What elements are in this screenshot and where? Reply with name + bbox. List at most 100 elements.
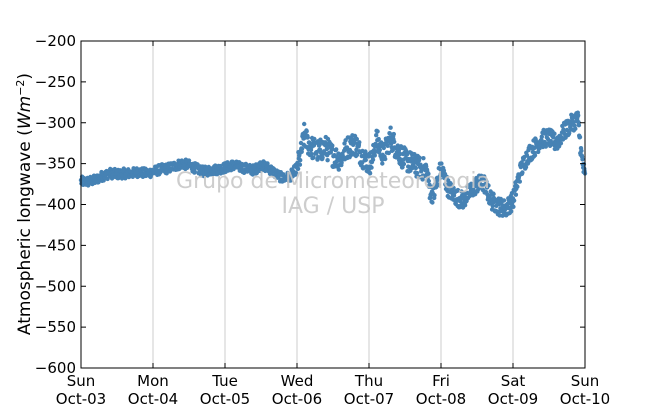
data-point (312, 136, 317, 142)
y-tick-label: −250 (35, 73, 76, 91)
y-tick-label: −400 (35, 196, 76, 214)
data-point (305, 135, 310, 140)
data-point (415, 170, 420, 176)
y-tick-label: −200 (35, 32, 76, 50)
data-point (524, 153, 530, 158)
y-tick-label: −550 (35, 318, 76, 336)
x-tick-label-date: Oct-10 (560, 390, 610, 408)
data-point (374, 133, 379, 138)
data-point (520, 170, 525, 175)
data-point (354, 136, 359, 142)
x-tick-label-date: Oct-09 (488, 390, 538, 408)
data-point (441, 168, 447, 173)
watermark-line-1: Grupo de Micrometeorologia (176, 169, 490, 194)
data-point (336, 167, 341, 172)
data-point (523, 164, 529, 170)
data-point (295, 166, 301, 171)
y-axis-label: Atmospheric longwave (Wm−2) (14, 73, 36, 335)
x-tick-label-day: Sun (67, 372, 96, 390)
x-tick-label-day: Fri (432, 372, 450, 390)
data-point (517, 179, 522, 184)
data-point (421, 156, 426, 161)
x-tick-labels: SunOct-03MonOct-04TueOct-05WedOct-06ThuO… (56, 372, 610, 408)
data-point (388, 125, 393, 130)
data-point (265, 161, 270, 166)
y-tick-label: −350 (35, 155, 76, 173)
data-point (536, 149, 541, 155)
data-point (293, 170, 299, 175)
data-point (577, 134, 583, 140)
data-point (298, 158, 303, 163)
data-point (339, 160, 344, 165)
data-point (462, 203, 468, 208)
data-point (513, 192, 519, 197)
data-point (576, 123, 582, 128)
data-point (439, 161, 444, 166)
data-point (403, 148, 409, 153)
data-point (309, 151, 314, 157)
x-tick-label-date: Oct-08 (416, 390, 466, 408)
data-point (509, 209, 514, 214)
data-point (515, 184, 520, 189)
data-points (78, 110, 588, 218)
x-tick-label-day: Tue (211, 372, 238, 390)
data-point (363, 149, 368, 154)
data-point (426, 178, 431, 184)
data-point (409, 156, 414, 161)
data-point (558, 141, 564, 146)
data-point (552, 131, 557, 136)
x-tick-label-day: Wed (281, 372, 314, 390)
data-point (396, 148, 402, 153)
data-point (417, 155, 422, 160)
tick-marks (80, 40, 586, 369)
data-point (437, 176, 442, 181)
data-point (432, 193, 437, 198)
data-point (192, 169, 197, 174)
data-point (511, 198, 517, 203)
data-point (451, 185, 456, 191)
data-point (320, 155, 325, 160)
x-tick-label-date: Oct-05 (200, 390, 250, 408)
data-point (372, 153, 377, 158)
data-point (444, 174, 449, 179)
data-point (304, 129, 309, 134)
data-point (344, 145, 350, 150)
data-point (567, 130, 572, 136)
data-point (380, 161, 385, 166)
data-point (383, 156, 388, 162)
data-point (486, 183, 491, 188)
data-point (579, 148, 584, 153)
data-point (576, 113, 581, 118)
data-point (501, 198, 507, 203)
data-point (426, 171, 431, 176)
y-tick-label: −600 (35, 359, 76, 377)
data-point (532, 153, 538, 158)
data-point (376, 136, 381, 142)
data-point (401, 161, 407, 167)
x-tick-label-day: Thu (354, 372, 383, 390)
data-point (330, 143, 335, 148)
data-point (430, 200, 435, 205)
data-point (370, 157, 376, 162)
data-point (316, 155, 321, 160)
data-point (424, 164, 429, 169)
data-point (377, 147, 382, 153)
data-point (297, 162, 303, 167)
data-point (311, 155, 316, 160)
x-tick-label-date: Oct-06 (272, 390, 322, 408)
x-tick-label-date: Oct-07 (344, 390, 394, 408)
data-point (436, 182, 441, 187)
data-point (551, 135, 556, 140)
data-point (324, 146, 330, 152)
x-tick-label-day: Sun (571, 372, 600, 390)
data-point (381, 145, 386, 151)
data-point (367, 171, 373, 176)
data-point (288, 178, 293, 183)
watermark-line-2: IAG / USP (282, 194, 385, 219)
data-point (491, 191, 496, 197)
data-point (392, 139, 397, 144)
data-point (299, 146, 305, 152)
data-point (369, 165, 374, 170)
data-point (385, 143, 390, 148)
